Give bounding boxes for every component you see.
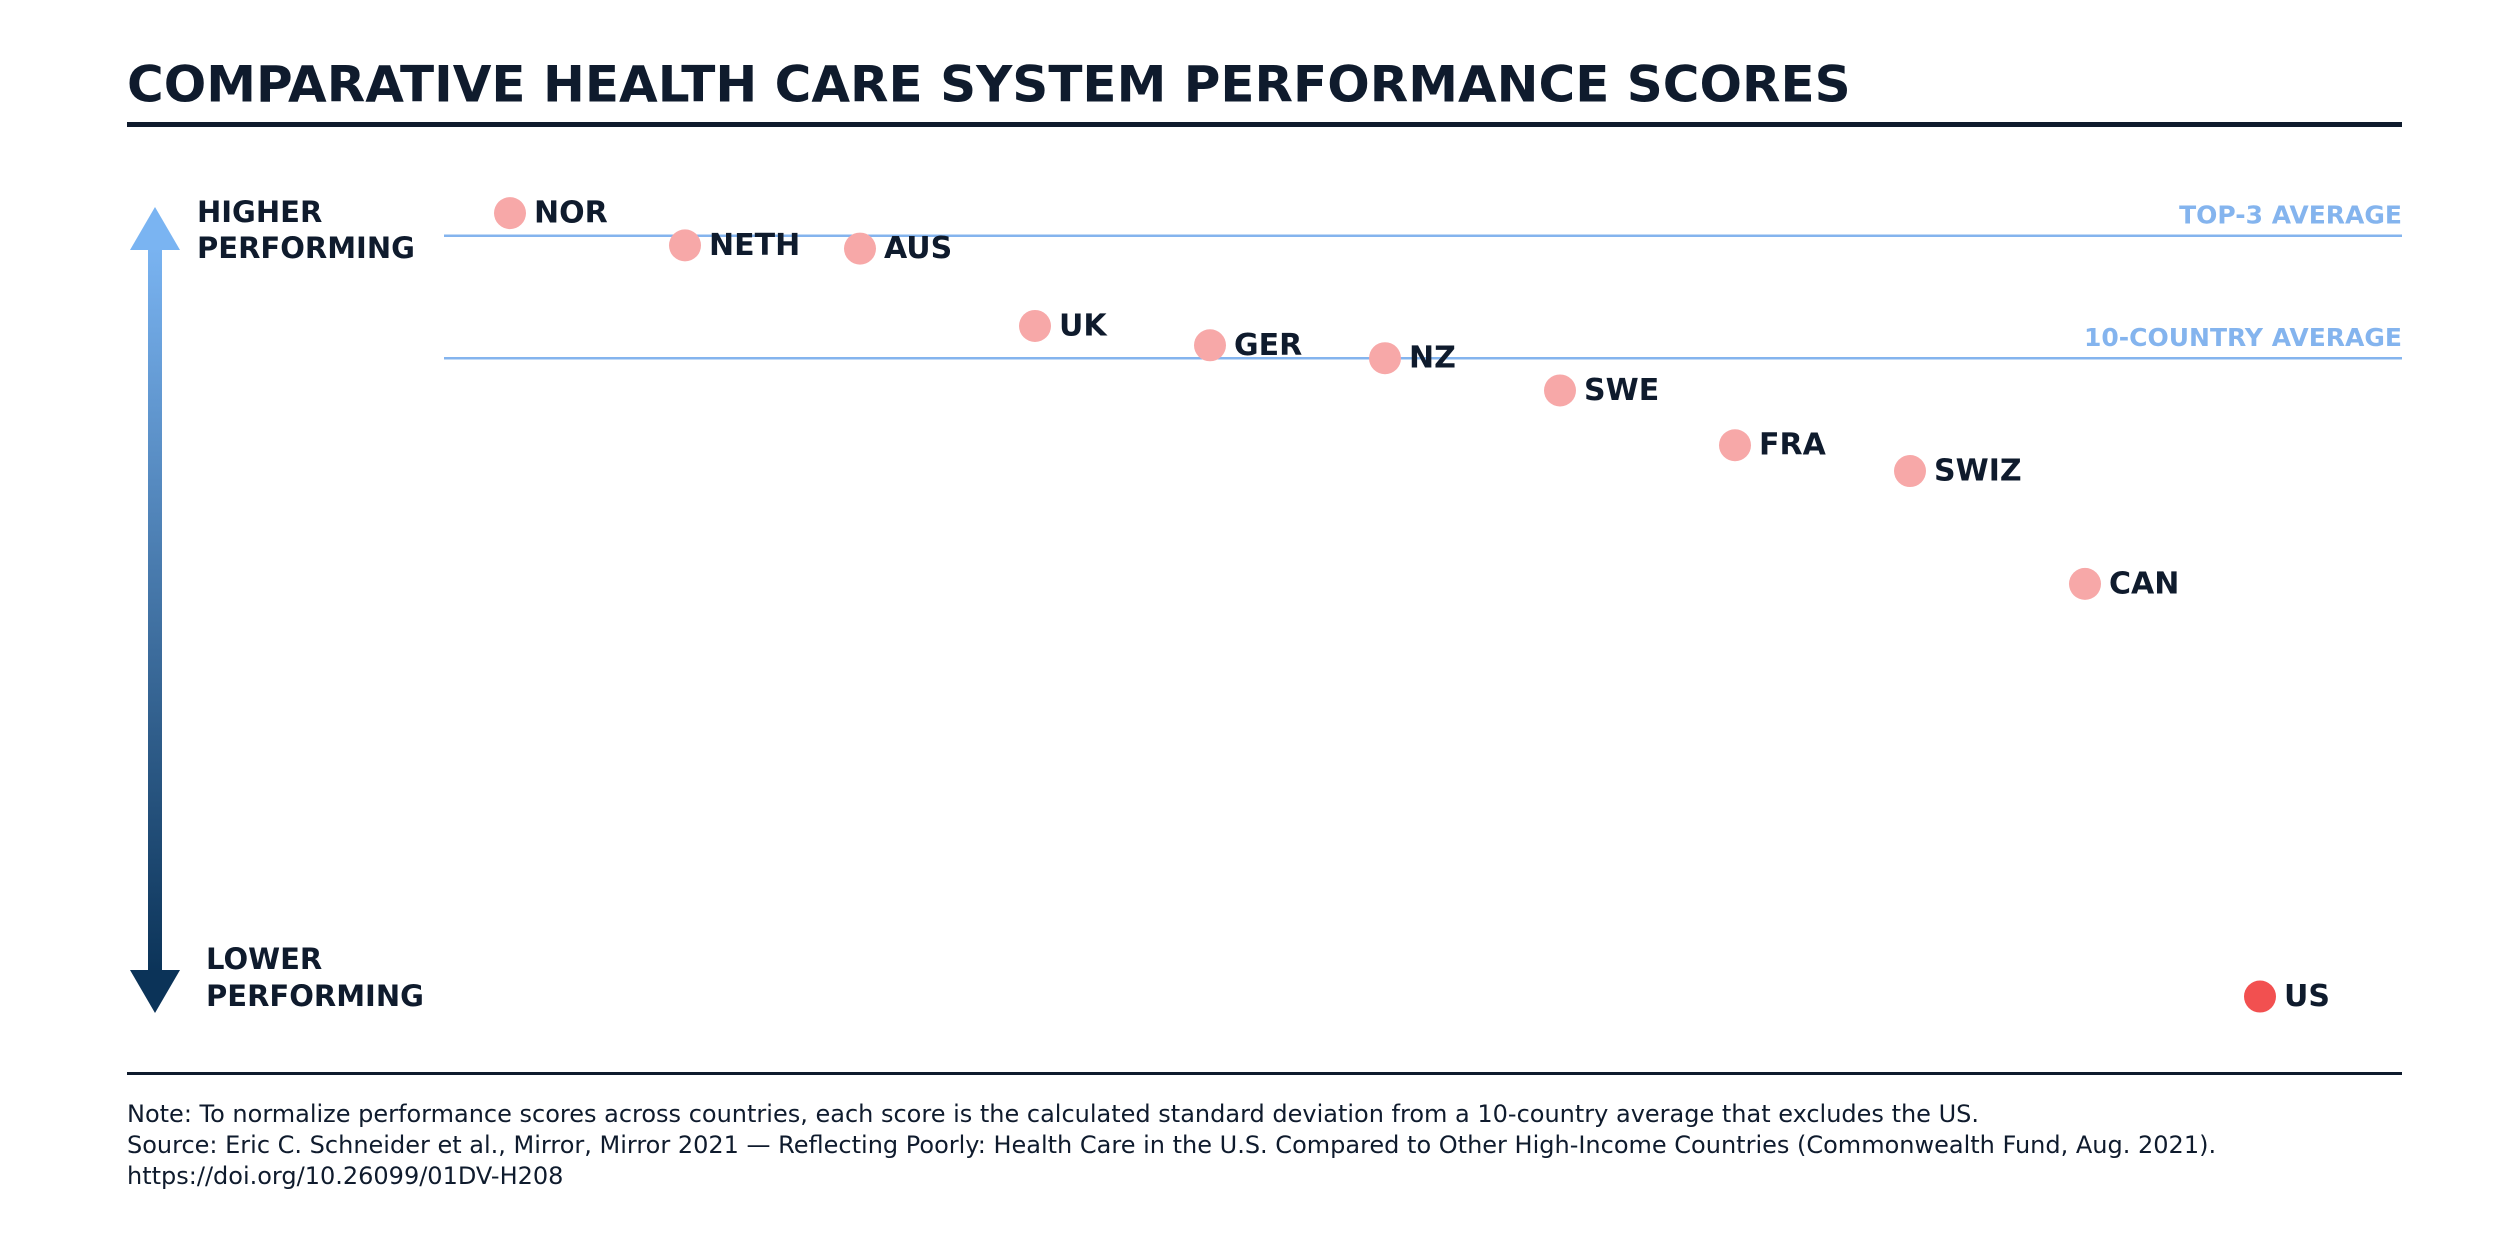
dot (2069, 567, 2101, 600)
dot-label: FRA (1759, 428, 1827, 463)
dot-label: US (2284, 979, 2330, 1014)
dot-label: SWIZ (1934, 454, 2022, 489)
reference-label: TOP-3 AVERAGE (2179, 201, 2402, 230)
chart-title: COMPARATIVE HEALTH CARE SYSTEM PERFORMAN… (127, 56, 1851, 114)
dot-label: UK (1059, 308, 1108, 343)
title-rule (127, 122, 2402, 127)
axis-arrow-up (130, 207, 180, 250)
dot (1894, 455, 1926, 488)
dot-label: GER (1234, 328, 1302, 363)
axis-arrow-down (130, 970, 180, 1013)
dot (844, 232, 876, 265)
dot (1719, 429, 1751, 462)
dot-label: NOR (534, 196, 608, 231)
note: Source: Eric C. Schneider et al., Mirror… (127, 1131, 2216, 1159)
note: Note: To normalize performance scores ac… (127, 1100, 1979, 1128)
dot-label: SWE (1584, 373, 1659, 408)
dot-label: AUS (884, 231, 952, 266)
reference-label: 10-COUNTRY AVERAGE (2084, 323, 2402, 352)
axis-high-label: HIGHER (197, 195, 322, 229)
dot-label: CAN (2109, 566, 2179, 601)
axis-arrow-shaft (148, 245, 162, 975)
dot (1544, 374, 1576, 407)
axis-high-label: PERFORMING (197, 231, 415, 265)
dot-label: NZ (1409, 341, 1456, 376)
dot (669, 229, 701, 262)
axis-low-label: PERFORMING (206, 979, 424, 1013)
dot (1369, 342, 1401, 375)
axis-low-label: LOWER (206, 942, 322, 976)
dot-label: NETH (709, 228, 800, 263)
footer-rule (127, 1072, 2402, 1075)
dot (1194, 329, 1226, 362)
dot (494, 197, 526, 230)
note: https://doi.org/10.26099/01DV-H208 (127, 1162, 563, 1190)
dot (1019, 309, 1051, 342)
dot (2244, 980, 2276, 1013)
